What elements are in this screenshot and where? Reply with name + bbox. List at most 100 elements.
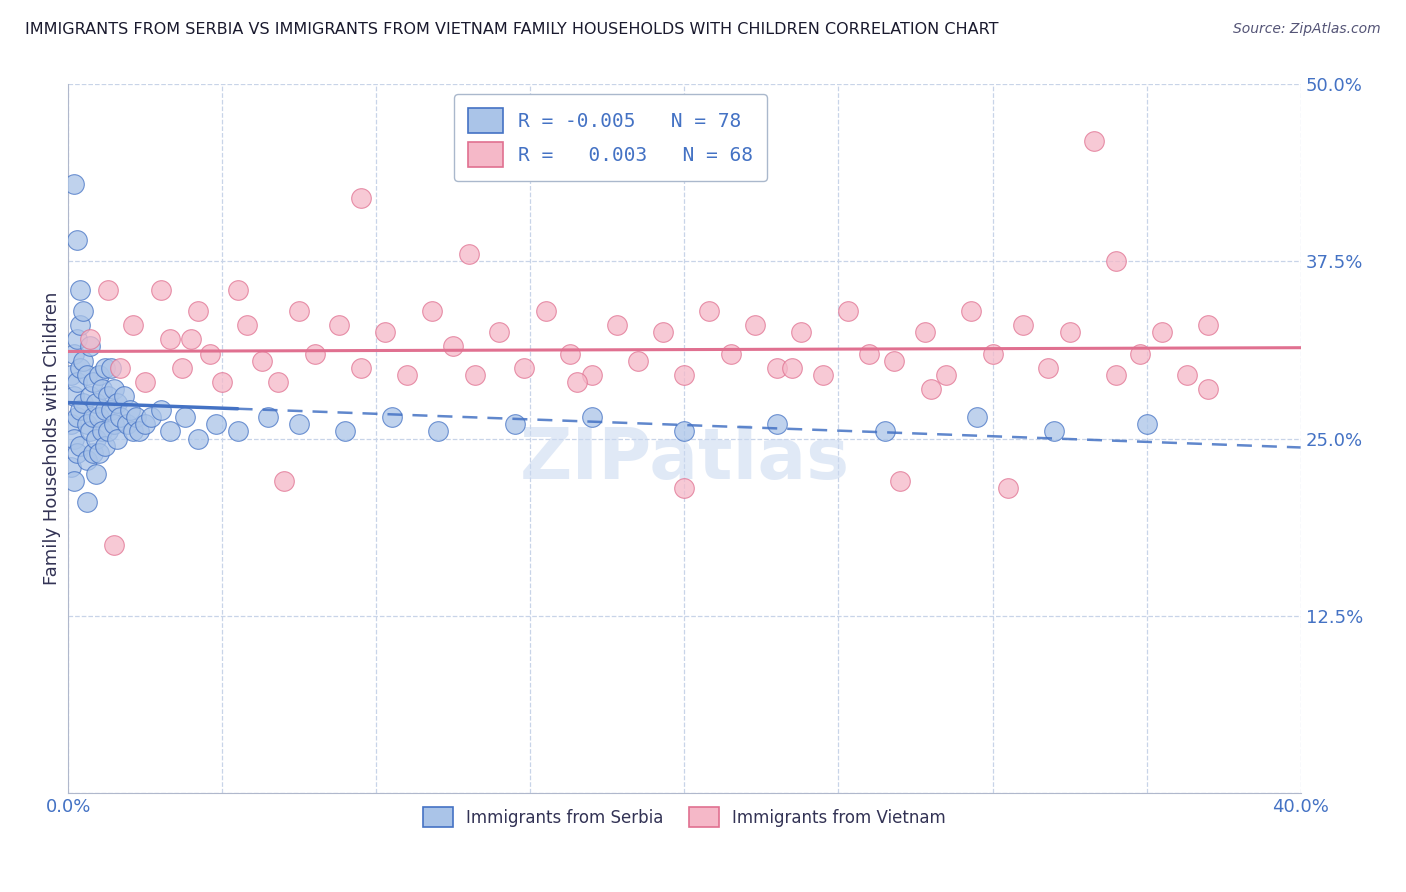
Point: [66, 410, 89, 425]
Point: [134, 417, 156, 432]
Y-axis label: Family Households with Children: Family Households with Children: [44, 292, 60, 585]
Point: [560, 346, 582, 360]
Point: [94, 360, 117, 375]
Point: [935, 368, 957, 382]
Point: [1083, 134, 1105, 148]
Point: [100, 360, 122, 375]
Point: [112, 389, 135, 403]
Point: [790, 326, 813, 340]
Point: [103, 538, 125, 552]
Point: [503, 417, 526, 432]
Point: [744, 318, 766, 333]
Point: [350, 360, 373, 375]
Point: [186, 304, 208, 318]
Point: [141, 410, 163, 425]
Point: [1105, 368, 1128, 382]
Point: [720, 346, 742, 360]
Point: [172, 360, 194, 375]
Point: [765, 360, 787, 375]
Point: [252, 353, 274, 368]
Text: Source: ZipAtlas.com: Source: ZipAtlas.com: [1233, 22, 1381, 37]
Point: [1197, 318, 1219, 333]
Point: [236, 318, 259, 333]
Point: [273, 474, 295, 488]
Point: [606, 318, 628, 333]
Point: [76, 368, 98, 382]
Point: [134, 375, 156, 389]
Point: [69, 360, 91, 375]
Point: [426, 425, 449, 439]
Point: [105, 432, 128, 446]
Point: [60, 368, 83, 382]
Point: [420, 304, 443, 318]
Point: [1105, 254, 1128, 268]
Point: [84, 432, 107, 446]
Point: [76, 417, 98, 432]
Point: [205, 417, 228, 432]
Point: [1197, 382, 1219, 396]
Point: [72, 396, 94, 410]
Point: [159, 425, 181, 439]
Point: [60, 417, 83, 432]
Point: [63, 177, 86, 191]
Point: [159, 332, 181, 346]
Legend: Immigrants from Serbia, Immigrants from Vietnam: Immigrants from Serbia, Immigrants from …: [416, 800, 952, 834]
Point: [651, 326, 673, 340]
Point: [149, 283, 172, 297]
Point: [125, 410, 148, 425]
Point: [82, 375, 104, 389]
Point: [966, 410, 988, 425]
Point: [335, 425, 357, 439]
Point: [441, 339, 464, 353]
Point: [304, 346, 326, 360]
Point: [1043, 425, 1066, 439]
Point: [673, 481, 696, 495]
Point: [63, 346, 86, 360]
Point: [110, 410, 132, 425]
Point: [837, 304, 859, 318]
Point: [174, 410, 197, 425]
Point: [66, 375, 89, 389]
Point: [226, 425, 249, 439]
Point: [66, 446, 89, 460]
Point: [103, 417, 125, 432]
Point: [1036, 360, 1059, 375]
Text: ZIPatlas: ZIPatlas: [519, 425, 849, 494]
Point: [780, 360, 803, 375]
Point: [84, 467, 107, 481]
Point: [94, 439, 117, 453]
Point: [883, 353, 905, 368]
Point: [69, 403, 91, 417]
Point: [288, 417, 311, 432]
Point: [91, 382, 114, 396]
Point: [84, 396, 107, 410]
Point: [63, 389, 86, 403]
Point: [87, 368, 110, 382]
Point: [63, 474, 86, 488]
Point: [534, 304, 557, 318]
Point: [513, 360, 536, 375]
Point: [981, 346, 1004, 360]
Point: [226, 283, 249, 297]
Point: [149, 403, 172, 417]
Point: [914, 326, 936, 340]
Point: [381, 410, 404, 425]
Point: [63, 432, 86, 446]
Point: [811, 368, 834, 382]
Point: [288, 304, 311, 318]
Point: [79, 389, 101, 403]
Point: [765, 417, 787, 432]
Point: [69, 318, 91, 333]
Point: [97, 283, 120, 297]
Point: [60, 459, 83, 474]
Point: [920, 382, 942, 396]
Point: [1012, 318, 1035, 333]
Point: [91, 425, 114, 439]
Point: [1059, 326, 1081, 340]
Point: [82, 446, 104, 460]
Point: [121, 318, 143, 333]
Point: [79, 332, 101, 346]
Point: [186, 432, 208, 446]
Point: [350, 191, 373, 205]
Point: [198, 346, 221, 360]
